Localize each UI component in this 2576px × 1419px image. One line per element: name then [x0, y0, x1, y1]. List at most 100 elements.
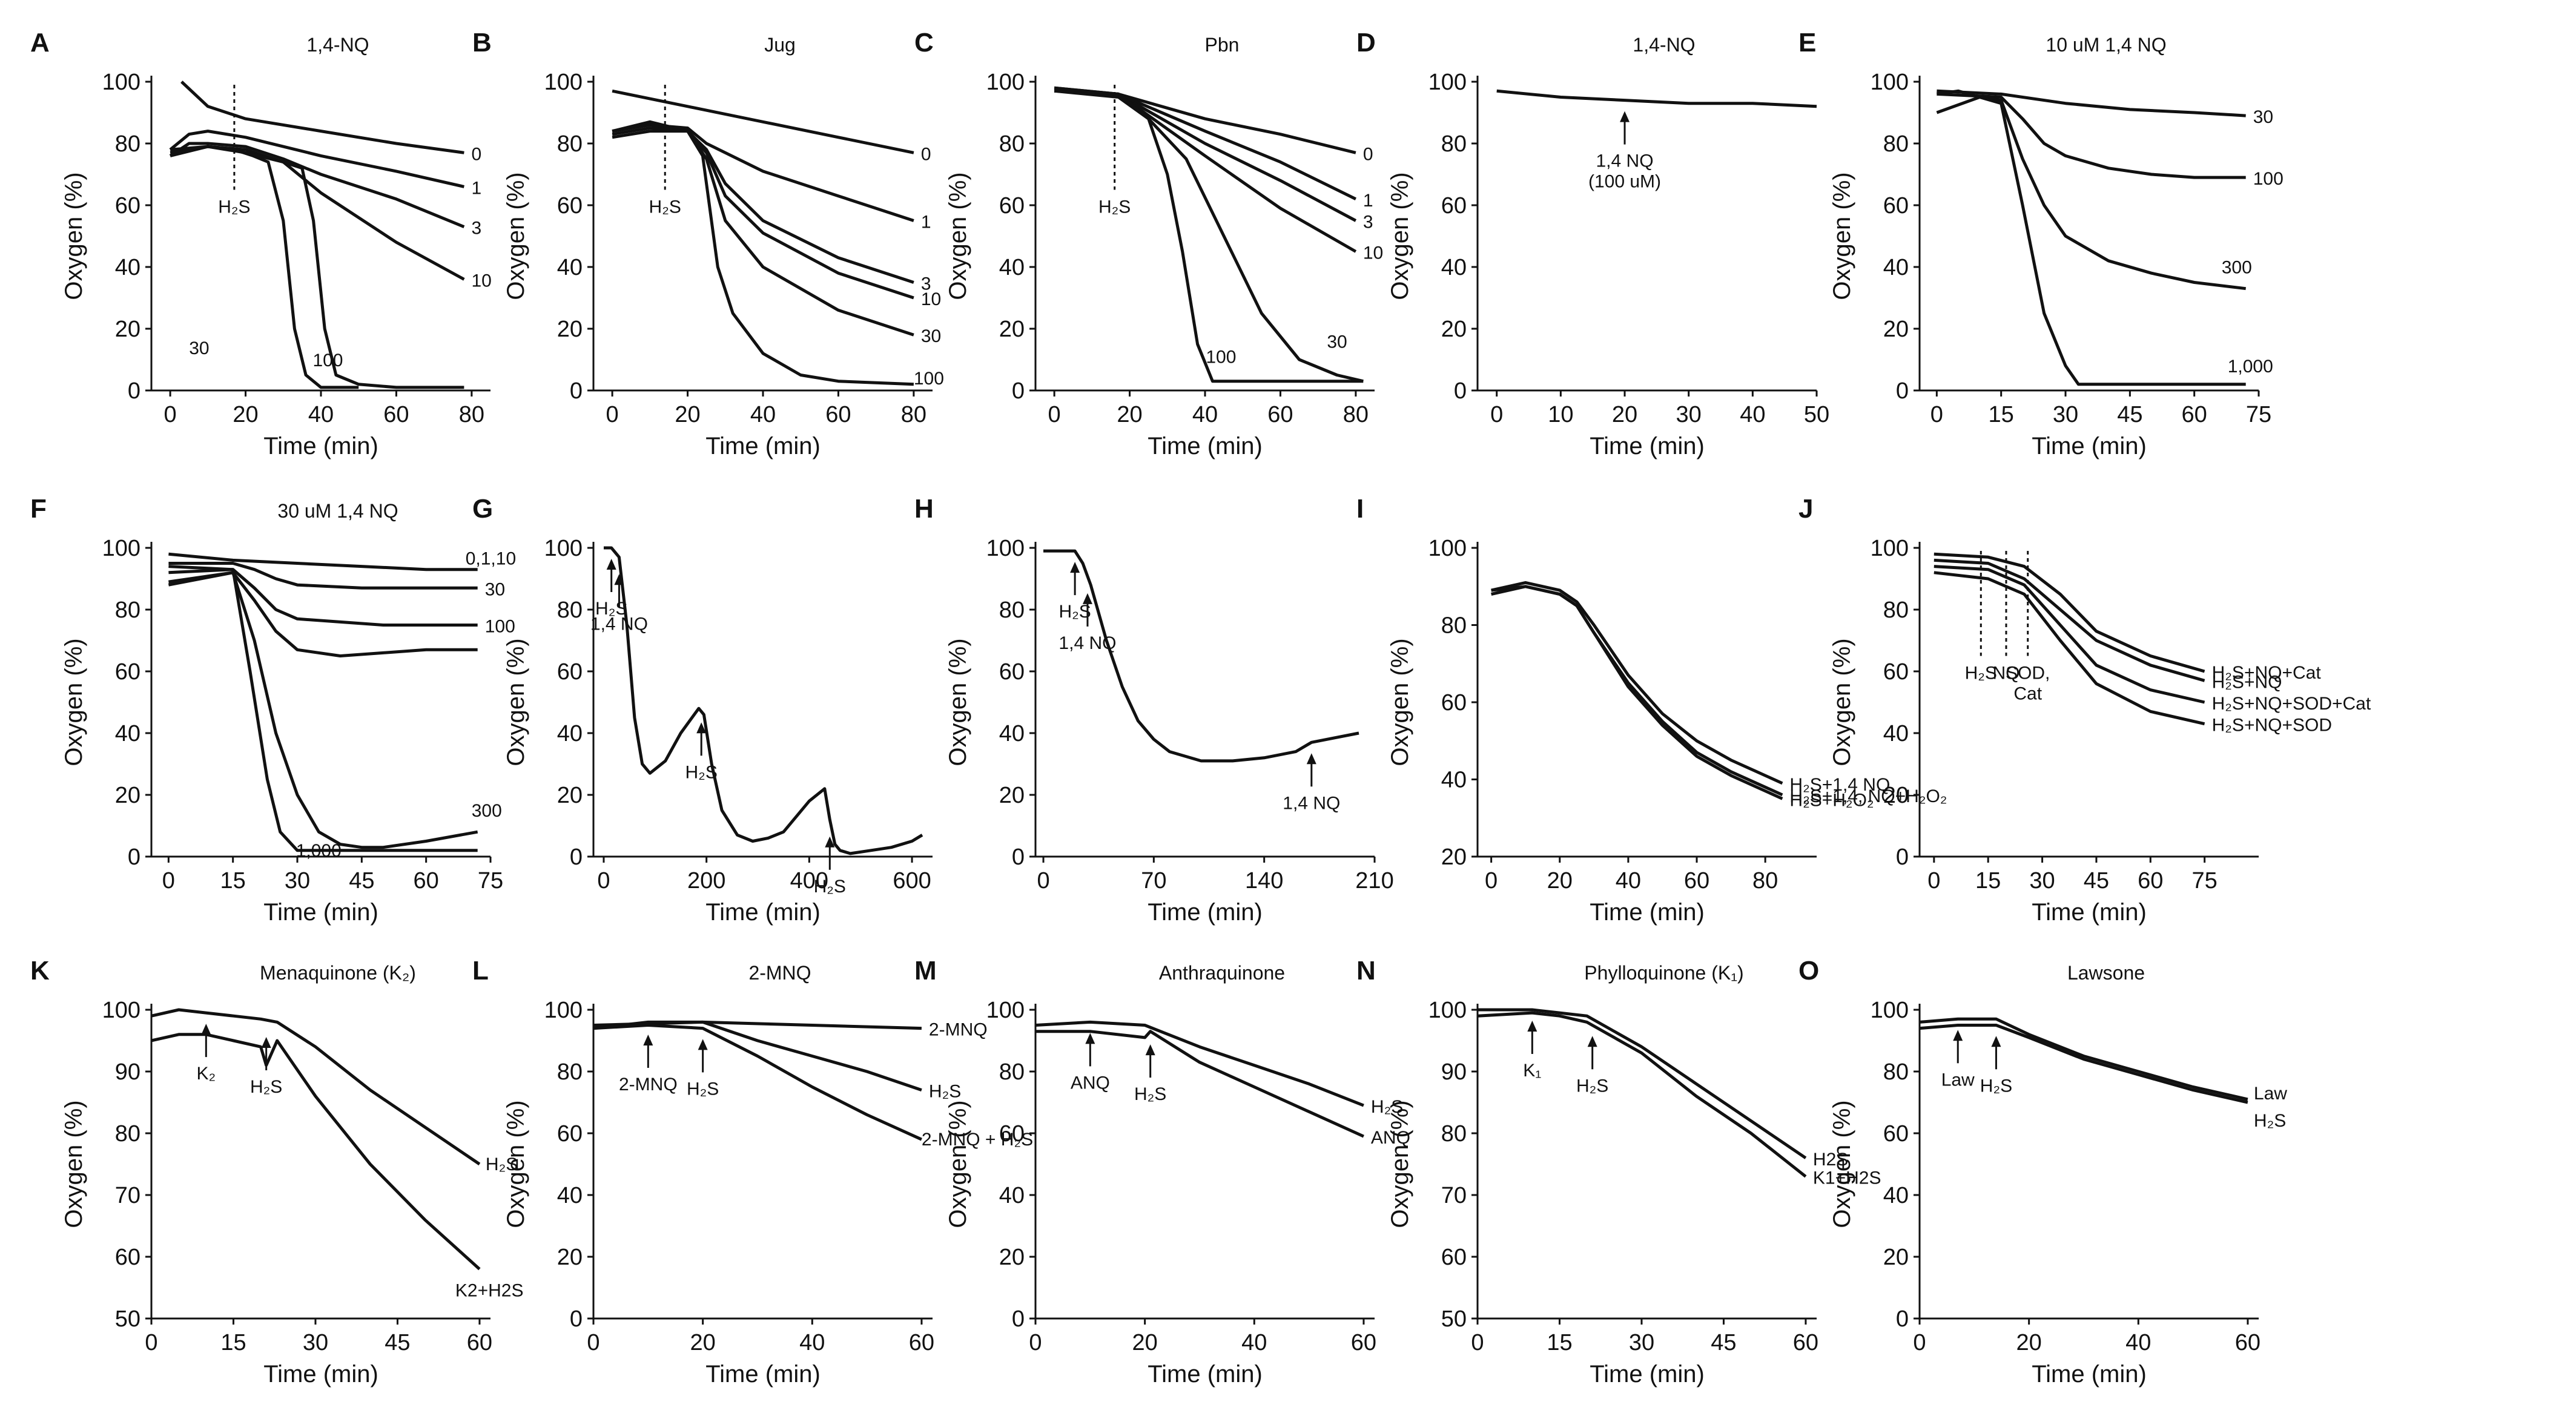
series-label: K2+H2S [455, 1280, 524, 1300]
y-tick-label: 80 [1883, 131, 1909, 157]
arrow-marker-label: H₂S [1134, 1084, 1166, 1104]
series-label: 300 [2222, 258, 2252, 278]
x-tick-label: 20 [675, 402, 700, 427]
series-label: H₂S+NQ+SOD [2212, 716, 2332, 736]
x-tick-label: 20 [1547, 868, 1573, 894]
x-tick-label: 0 [1471, 1330, 1484, 1355]
y-tick-label: 20 [115, 317, 140, 342]
arrow-marker-label: ANQ [1071, 1073, 1110, 1093]
x-tick-label: 0 [1029, 1330, 1042, 1355]
y-tick-label: 60 [999, 659, 1025, 685]
panel-letter: H [914, 494, 934, 524]
arrow-marker-label: 1,4 NQ [1058, 633, 1116, 653]
series-line [1936, 96, 2246, 291]
y-tick-label: 40 [115, 721, 140, 746]
y-tick-label: 100 [102, 536, 140, 561]
y-axis-label: Oxygen (%) [1829, 638, 1855, 766]
panel-letter: L [472, 956, 489, 986]
y-axis-label: Oxygen (%) [503, 638, 529, 766]
arrow-marker-label: H₂S [1058, 602, 1091, 622]
arrow-marker-label: H₂S [595, 599, 627, 619]
series-label: H₂S+NQ+SOD+Cat [2212, 694, 2371, 714]
y-tick-label: 100 [1871, 536, 1909, 561]
arrow-marker-label: K₂ [196, 1064, 216, 1084]
panel-letter: M [914, 956, 937, 986]
arrow-head [1991, 1036, 2001, 1047]
y-tick-label: 100 [986, 536, 1025, 561]
x-tick-label: 40 [750, 402, 776, 427]
series-label: 100 [485, 617, 515, 637]
y-axis-label: Oxygen (%) [945, 172, 971, 300]
series-line [1043, 549, 1359, 763]
y-tick-label: 60 [999, 193, 1025, 219]
x-axis-label: Time (min) [263, 433, 378, 459]
x-tick-label: 60 [825, 402, 851, 427]
series-line [612, 123, 914, 284]
y-tick-label: 100 [1428, 998, 1467, 1023]
y-tick-label: 80 [999, 598, 1025, 623]
series-label: 100 [312, 351, 343, 370]
y-tick-label: 100 [102, 998, 140, 1023]
y-tick-label: 60 [1883, 193, 1909, 219]
arrow-head [1620, 111, 1630, 122]
series-line [1054, 89, 1364, 383]
series-line [1477, 1011, 1807, 1178]
series-label: 10 [1363, 243, 1383, 263]
x-tick-label: 30 [1676, 402, 1702, 427]
x-tick-label: 10 [1548, 402, 1573, 427]
x-tick-label: 0 [162, 868, 175, 894]
series-line [1491, 581, 1783, 785]
y-axis-label: Oxygen (%) [1387, 638, 1413, 766]
arrow-marker-label: H₂S [814, 877, 846, 897]
series-line [1054, 86, 1364, 383]
y-tick-label: 100 [102, 70, 140, 95]
series-label: H₂S+1,4 NQ [1789, 775, 1890, 795]
x-tick-label: 0 [164, 402, 177, 427]
x-tick-label: 400 [790, 868, 828, 894]
x-tick-label: 45 [2084, 868, 2109, 894]
x-tick-label: 80 [459, 402, 484, 427]
x-tick-label: 45 [385, 1330, 410, 1355]
x-tick-label: 0 [1485, 868, 1498, 894]
y-tick-label: 0 [1896, 1306, 1909, 1332]
series-line [604, 546, 923, 855]
x-tick-label: 0 [1927, 868, 1940, 894]
x-tick-label: 80 [901, 402, 926, 427]
y-axis-label: Oxygen (%) [1829, 172, 1855, 300]
series-line [612, 127, 914, 337]
panel-G: G 0 20 40 60 80 100 0 200 400 600 Time (min) Oxygen … [472, 494, 933, 926]
y-tick-label: 80 [1441, 613, 1467, 639]
series-label: 3 [471, 219, 481, 239]
series-label: 0 [921, 144, 931, 164]
series-line [1937, 92, 2246, 179]
x-tick-label: 15 [1547, 1330, 1572, 1355]
arrow-head [1953, 1030, 1963, 1041]
arrow-head [643, 1034, 653, 1045]
y-tick-label: 100 [1428, 536, 1467, 561]
panel-J: J 0 20 40 60 80 100 0 15 30 45 60 75 Time (min) Oxygen… [1798, 494, 2371, 926]
series-line [593, 1024, 922, 1141]
treatment-marker-label: H₂S [1965, 663, 1997, 683]
y-tick-label: 40 [115, 255, 140, 280]
series-line [168, 571, 478, 849]
x-tick-label: 40 [2125, 1330, 2151, 1355]
y-tick-label: 20 [557, 783, 583, 808]
y-tick-label: 20 [115, 783, 140, 808]
panel-letter: F [30, 494, 47, 524]
panel-E: E 10 uM 1,4 NQ 0 20 40 60 80 100 0 15 30 45 60 75 Time… [1798, 28, 2284, 459]
y-tick-label: 80 [999, 1059, 1025, 1085]
panel-letter: K [30, 956, 50, 986]
y-axis-label: Oxygen (%) [945, 638, 971, 766]
y-tick-label: 0 [1896, 844, 1909, 870]
y-tick-label: 100 [1871, 70, 1909, 95]
x-tick-label: 600 [893, 868, 931, 894]
arrow-head [1070, 562, 1080, 573]
arrow-head [1145, 1044, 1155, 1056]
series-label: 1 [1363, 191, 1373, 211]
x-axis-label: Time (min) [1148, 899, 1263, 926]
x-tick-label: 60 [1267, 402, 1293, 427]
y-tick-label: 60 [557, 659, 583, 685]
panel-M: M Anthraquinone 0 20 40 60 80 100 0 20 40 60 Time (m… [914, 956, 1410, 1388]
